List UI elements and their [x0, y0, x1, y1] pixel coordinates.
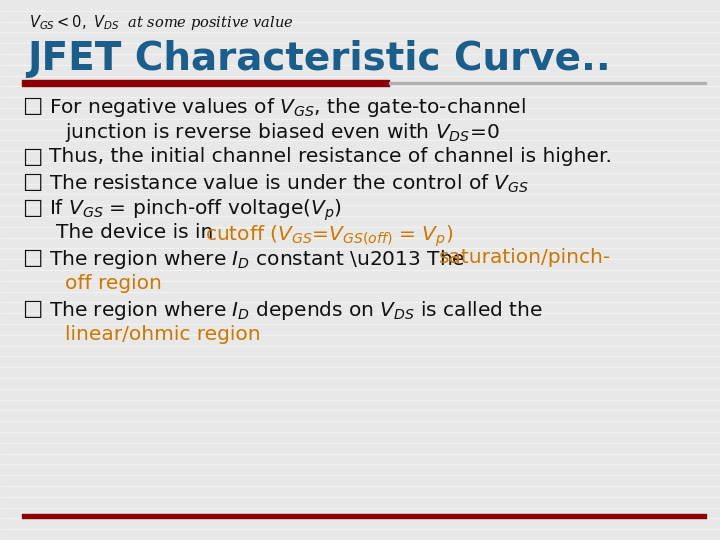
Text: The device is in: The device is in	[56, 223, 220, 242]
Text: cutoff ($V_{GS}$=$V_{GS(off)}$ = $\it{V_p}$): cutoff ($V_{GS}$=$V_{GS(off)}$ = $\it{V_…	[205, 223, 454, 248]
Text: For negative values of $V_{GS}$, the gate-to-channel: For negative values of $V_{GS}$, the gat…	[49, 96, 526, 119]
Text: The region where $I_D$ depends on $V_{DS}$ is called the: The region where $I_D$ depends on $V_{DS…	[49, 299, 543, 322]
Text: □: □	[22, 248, 42, 268]
Text: saturation/pinch-: saturation/pinch-	[439, 248, 611, 267]
Text: linear/ohmic region: linear/ohmic region	[65, 325, 261, 343]
Text: $V_{GS}<0,\ V_{DS}$  at some positive value: $V_{GS}<0,\ V_{DS}$ at some positive val…	[29, 14, 294, 32]
Text: The region where $I_D$ constant \u2013 The: The region where $I_D$ constant \u2013 T…	[49, 248, 466, 272]
Text: □: □	[22, 172, 42, 192]
Text: □: □	[22, 198, 42, 218]
Text: off region: off region	[65, 274, 162, 293]
Text: The resistance value is under the control of $V_{GS}$: The resistance value is under the contro…	[49, 172, 529, 194]
Text: □: □	[22, 96, 42, 116]
Text: JFET Characteristic Curve..: JFET Characteristic Curve..	[27, 40, 611, 78]
Text: junction is reverse biased even with $V_{DS}$=0: junction is reverse biased even with $V_…	[65, 122, 500, 145]
Text: □: □	[22, 147, 42, 167]
Text: □: □	[22, 299, 42, 319]
Text: If $V_{GS}$ = pinch-off voltage($\it{V_p}$): If $V_{GS}$ = pinch-off voltage($\it{V_p…	[49, 198, 342, 223]
Text: Thus, the initial channel resistance of channel is higher.: Thus, the initial channel resistance of …	[49, 147, 612, 166]
